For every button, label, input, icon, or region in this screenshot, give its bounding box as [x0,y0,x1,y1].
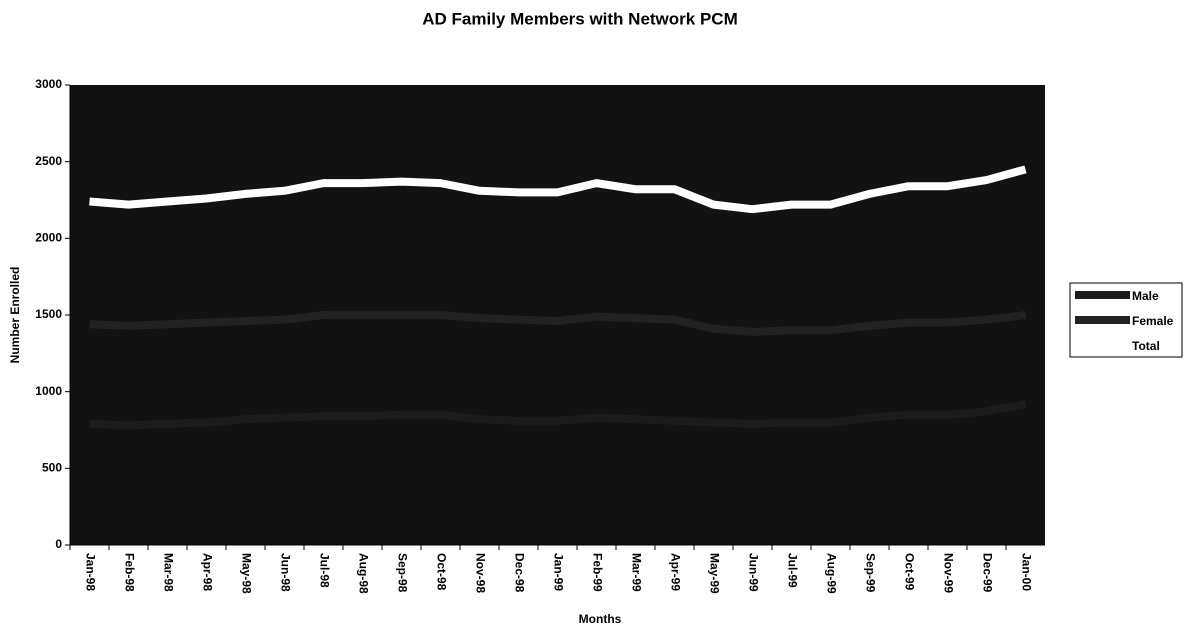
legend-label: Total [1132,339,1160,353]
x-tick-label: Aug-99 [824,553,838,594]
x-tick-label: Dec-99 [980,553,994,593]
x-tick-label: Nov-98 [473,553,487,593]
x-tick-label: Aug-98 [356,553,370,594]
y-tick-label: 500 [42,461,62,475]
y-tick-label: 2500 [35,154,62,168]
series-line [89,165,1027,214]
x-tick-label: Jun-99 [746,553,760,592]
x-tick-label: Mar-99 [629,553,643,592]
x-tick-label: Apr-99 [668,553,682,591]
y-axis-label: Number Enrolled [8,267,22,364]
y-tick-label: 0 [55,537,62,551]
x-tick-label: Sep-99 [863,553,877,593]
x-tick-label: Nov-99 [941,553,955,593]
x-tick-label: Apr-98 [200,553,214,591]
x-tick-label: Jul-98 [317,553,331,588]
y-tick-label: 3000 [35,77,62,91]
legend-label: Female [1132,314,1174,328]
legend-label: Male [1132,289,1159,303]
y-tick-label: 1000 [35,384,62,398]
chart-title: AD Family Members with Network PCM [422,9,738,28]
series-line [89,400,1027,430]
x-tick-label: Feb-98 [122,553,136,592]
x-tick-label: Feb-99 [590,553,604,592]
x-tick-label: Jun-98 [278,553,292,592]
series-line [89,311,1026,336]
x-tick-label: Mar-98 [161,553,175,592]
x-tick-label: Sep-98 [395,553,409,593]
x-tick-label: May-98 [239,553,253,594]
x-tick-label: Jan-99 [551,553,565,591]
x-tick-label: Dec-98 [512,553,526,593]
y-tick-label: 1500 [35,307,62,321]
x-tick-label: Jul-99 [785,553,799,588]
x-tick-label: Jan-00 [1019,553,1033,591]
x-tick-label: Oct-99 [902,553,916,591]
x-axis-label: Months [579,612,622,626]
plot-area [70,85,1045,545]
x-tick-label: May-99 [707,553,721,594]
y-tick-label: 2000 [35,231,62,245]
x-tick-label: Oct-98 [434,553,448,591]
x-tick-label: Jan-98 [83,553,97,591]
